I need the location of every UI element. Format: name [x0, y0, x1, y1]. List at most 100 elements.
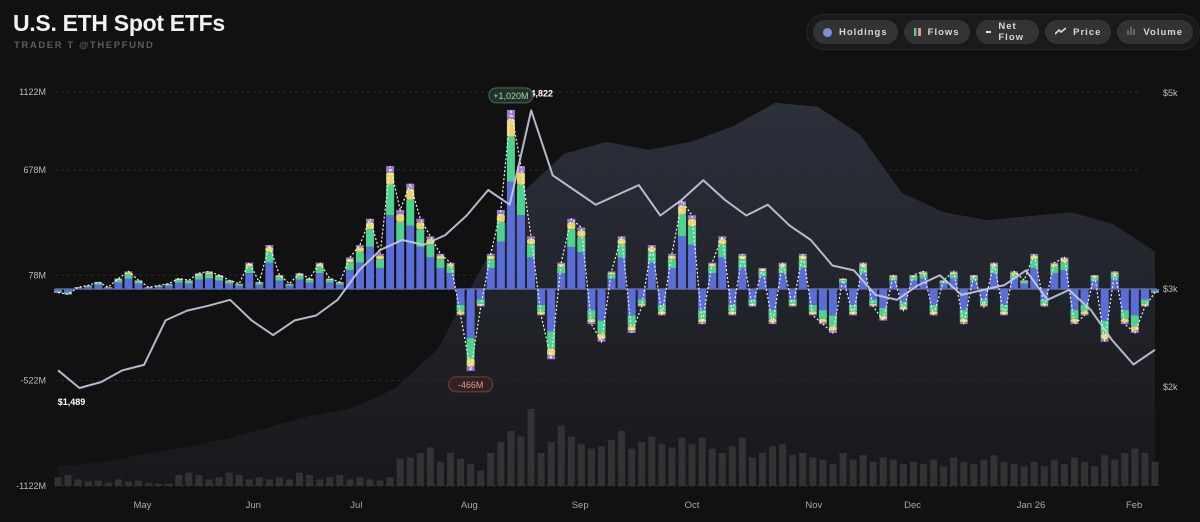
flow-segment [225, 280, 234, 281]
flow-segment [959, 289, 968, 311]
flow-segment [386, 172, 395, 185]
flow-segment [909, 277, 918, 281]
flow-segment [496, 213, 505, 222]
flow-segment [295, 273, 304, 276]
flow-segment [486, 255, 495, 260]
flow-bar [406, 183, 415, 289]
flow-segment [959, 322, 968, 325]
flow-segment [174, 282, 183, 289]
flow-segment [506, 181, 515, 289]
flow-bar [386, 166, 395, 289]
flow-bar [184, 280, 193, 289]
left-axis-tick: 1122M [19, 87, 46, 97]
flow-segment [1070, 322, 1079, 325]
legend-volume-toggle[interactable]: Volume [1117, 20, 1193, 44]
flow-segment [1140, 289, 1149, 300]
flow-bar [1040, 289, 1049, 307]
flow-segment [225, 280, 234, 282]
volume-bar [487, 453, 495, 486]
volume-bar [104, 482, 112, 486]
flow-segment [275, 274, 284, 276]
flow-bar [476, 289, 485, 307]
flow-segment [1070, 310, 1079, 319]
flow-segment [567, 222, 576, 230]
volume-bar [275, 477, 283, 486]
badge-label: +1,020M [493, 91, 528, 101]
volume-bar [708, 448, 716, 486]
flow-segment [708, 273, 717, 289]
flow-segment [194, 279, 203, 289]
flow-segment [909, 274, 918, 276]
legend-holdings-toggle[interactable]: Holdings [813, 20, 898, 44]
volume-bar [1101, 455, 1109, 486]
x-axis-tick: Aug [461, 500, 478, 511]
flow-bar [798, 253, 807, 289]
volume-bar [316, 479, 324, 486]
flow-bar [315, 262, 324, 289]
flow-segment [456, 311, 465, 315]
flow-bar [849, 289, 858, 316]
flow-segment [265, 251, 274, 263]
flow-segment [808, 289, 817, 305]
flow-segment [1140, 305, 1149, 307]
flow-segment [617, 257, 626, 289]
flow-segment [1151, 291, 1159, 292]
legend-flows-toggle[interactable]: Flows [903, 20, 970, 44]
flow-segment [204, 274, 213, 279]
volume-bar [94, 480, 102, 486]
flow-bar [104, 287, 113, 289]
flow-segment [215, 275, 224, 278]
price-line [57, 109, 1156, 389]
volume-bar [980, 459, 988, 486]
flow-segment [537, 304, 546, 312]
flow-segment [798, 267, 807, 289]
flow-segment [154, 285, 163, 286]
flow-bar [335, 281, 344, 289]
flow-segment [738, 259, 747, 268]
flow-segment [1080, 289, 1089, 305]
flow-segment [969, 280, 978, 289]
flow-segment [396, 241, 405, 289]
flow-segment [516, 166, 525, 173]
volume-bar [1070, 457, 1078, 486]
volume-bar [1151, 461, 1159, 486]
flow-segment [1010, 278, 1019, 289]
legend-netflow-toggle[interactable]: Net Flow [975, 20, 1040, 44]
flow-segment [446, 266, 455, 274]
flow-segment [516, 215, 525, 289]
volume-bar [597, 446, 605, 486]
flow-segment [677, 214, 686, 237]
volume-bar [668, 447, 676, 486]
flow-segment [657, 289, 666, 305]
page-title: U.S. ETH Spot ETFs [13, 10, 225, 36]
volume-bar [849, 459, 857, 486]
volume-bar [608, 439, 616, 486]
volume-bar [1020, 466, 1028, 486]
flow-segment [979, 303, 988, 306]
flow-bar [365, 218, 374, 289]
legend: Holdings Flows Net Flow Price Volume [806, 14, 1200, 50]
volume-bar [557, 425, 565, 486]
flow-bar [305, 278, 314, 289]
flow-bar [959, 289, 968, 325]
flow-segment [849, 304, 858, 312]
flow-bar [748, 289, 757, 307]
flow-segment [657, 304, 666, 312]
flow-bar [788, 289, 797, 307]
flow-segment [1000, 311, 1009, 315]
volume-bar [920, 464, 928, 486]
flow-segment [94, 284, 103, 289]
flow-segment [94, 281, 103, 283]
flow-bar [285, 283, 294, 289]
flow-segment [184, 280, 193, 281]
flow-bar [778, 262, 787, 289]
flow-segment [587, 322, 596, 325]
flow-segment [1070, 318, 1079, 323]
legend-price-toggle[interactable]: Price [1045, 20, 1112, 44]
flow-segment [839, 282, 848, 289]
flow-segment [577, 252, 586, 289]
flow-segment [124, 278, 133, 289]
flow-segment [808, 311, 817, 315]
flow-bar [94, 281, 103, 289]
flow-bar [989, 262, 998, 289]
